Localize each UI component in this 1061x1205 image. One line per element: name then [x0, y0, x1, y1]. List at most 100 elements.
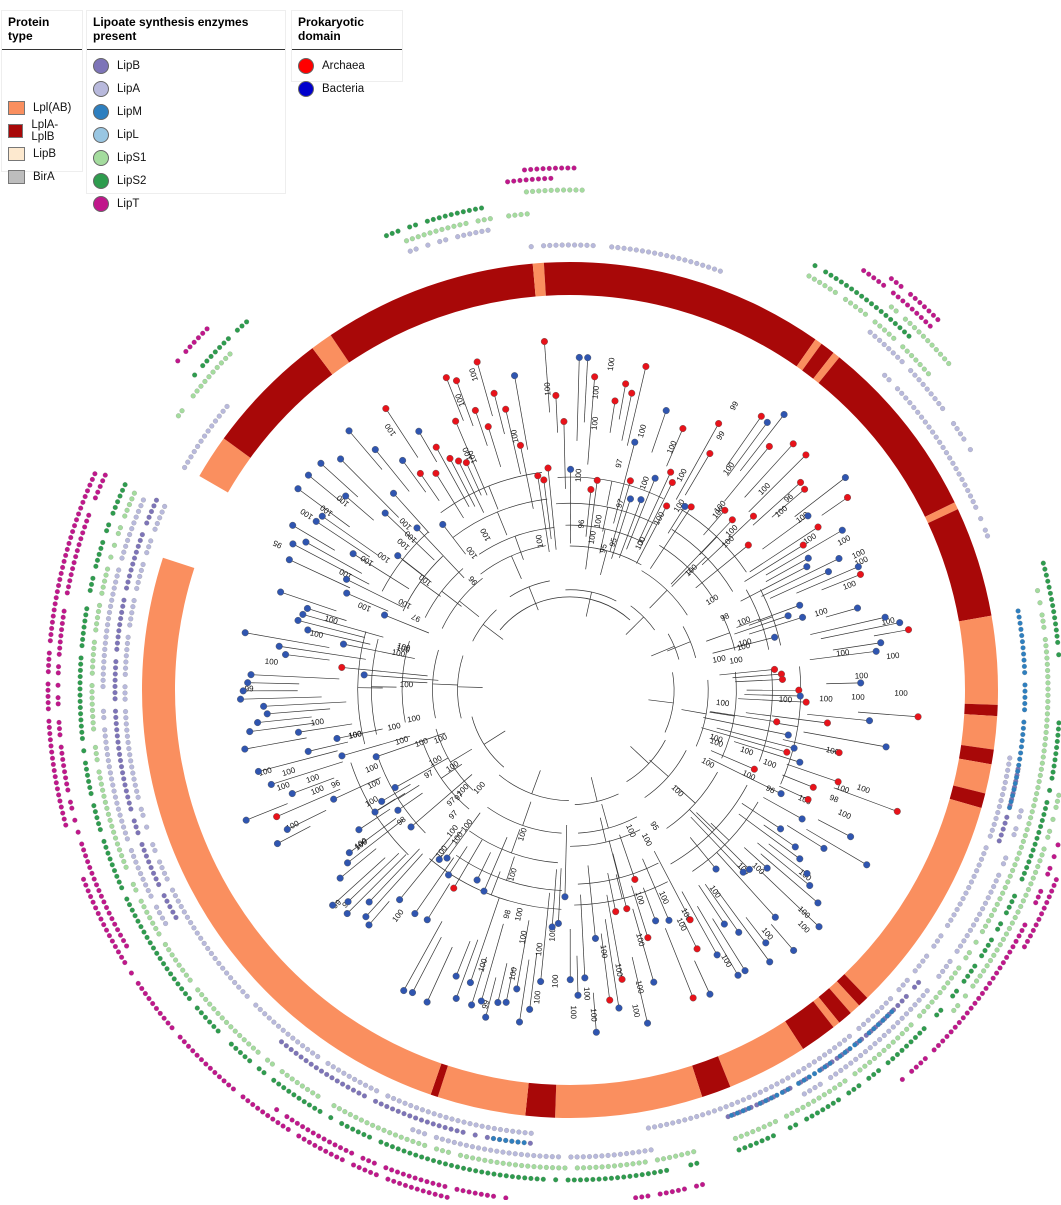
tip-marker: [779, 676, 786, 683]
branch: [665, 928, 693, 998]
enzyme-dot: [961, 437, 966, 442]
enzyme-dot: [162, 1016, 167, 1021]
enzyme-dot: [1022, 944, 1027, 949]
enzyme-dot: [118, 933, 123, 938]
enzyme-dot: [431, 1158, 436, 1163]
enzyme-dot: [402, 1149, 407, 1154]
enzyme-dot: [396, 1109, 401, 1114]
enzyme-dot: [443, 1125, 448, 1130]
enzyme-dot: [140, 532, 145, 537]
enzyme-dot: [636, 1149, 641, 1154]
enzyme-dot: [765, 1136, 770, 1141]
tip-marker: [567, 466, 574, 473]
enzyme-dot: [691, 1149, 696, 1154]
enzyme-dot: [991, 884, 996, 889]
enzyme-dot: [923, 420, 928, 425]
tip-marker: [290, 541, 297, 548]
enzyme-dot: [745, 1132, 750, 1137]
tip-marker: [478, 998, 485, 1005]
enzyme-dot: [192, 925, 197, 930]
enzyme-dot: [593, 1154, 598, 1159]
enzyme-dot: [832, 1045, 837, 1050]
enzyme-dot: [203, 997, 208, 1002]
enzyme-dot: [938, 934, 943, 939]
bootstrap-label: 100: [569, 1006, 578, 1020]
enzyme-dot: [907, 400, 912, 405]
enzyme-dot: [1036, 785, 1041, 790]
branch: [404, 921, 442, 990]
tip-marker: [567, 976, 574, 983]
tip-marker: [417, 470, 424, 477]
enzyme-dot: [108, 555, 113, 560]
enzyme-dot: [1043, 637, 1048, 642]
enzyme-dot: [449, 1127, 454, 1132]
enzyme-dot: [1016, 910, 1021, 915]
enzyme-dot: [91, 652, 96, 657]
tip-marker: [356, 826, 363, 833]
enzyme-dot: [113, 690, 118, 695]
enzyme-dot: [329, 1152, 334, 1157]
enzyme-dot: [157, 515, 162, 520]
branch: [782, 775, 813, 787]
tip-marker: [784, 749, 791, 756]
enzyme-dot: [965, 974, 970, 979]
enzyme-dot: [992, 907, 997, 912]
enzyme-dot: [251, 1046, 256, 1051]
tip-marker: [381, 612, 388, 619]
branch: [610, 401, 615, 433]
enzyme-dot: [1015, 769, 1020, 774]
enzyme-dot: [863, 1049, 868, 1054]
enzyme-dot: [136, 580, 141, 585]
tip-marker: [806, 882, 813, 889]
enzyme-dot: [121, 938, 126, 943]
enzyme-dot: [82, 619, 87, 624]
enzyme-dot: [837, 1042, 842, 1047]
enzyme-dot: [489, 1159, 494, 1164]
enzyme-dot: [1042, 906, 1047, 911]
enzyme-dot: [163, 921, 168, 926]
enzyme-dot: [528, 1141, 533, 1146]
enzyme-dot: [337, 1106, 342, 1111]
enzyme-dot: [945, 981, 950, 986]
branch: [719, 669, 774, 675]
tip-marker: [877, 639, 884, 646]
enzyme-dot: [1033, 797, 1038, 802]
enzyme-dot: [482, 1147, 487, 1152]
enzyme-dot: [793, 1123, 798, 1128]
enzyme-dot: [331, 1064, 336, 1069]
enzyme-dot: [965, 488, 970, 493]
enzyme-dot: [106, 812, 111, 817]
enzyme-dot: [65, 590, 70, 595]
enzyme-dot: [190, 1048, 195, 1053]
tip-marker: [857, 571, 864, 578]
enzyme-dot: [682, 1187, 687, 1192]
enzyme-dot: [91, 803, 96, 808]
enzyme-dot: [455, 1165, 460, 1170]
enzyme-dot: [506, 214, 511, 219]
enzyme-dot: [390, 1107, 395, 1112]
enzyme-dot: [961, 1015, 966, 1020]
enzyme-dot: [78, 668, 83, 673]
enzyme-dot: [921, 1009, 926, 1014]
enzyme-dot: [843, 1050, 848, 1055]
enzyme-dot: [963, 483, 968, 488]
enzyme-dot: [56, 695, 61, 700]
enzyme-dot: [876, 279, 881, 284]
enzyme-dot: [122, 960, 127, 965]
enzyme-dot: [102, 647, 107, 652]
branch: [586, 592, 591, 616]
enzyme-dot: [913, 1035, 918, 1040]
enzyme-dot: [729, 1102, 734, 1107]
bootstrap-label: 100: [851, 692, 865, 701]
branch: [810, 617, 885, 634]
enzyme-dot: [523, 1130, 528, 1135]
enzyme-dot: [1044, 573, 1049, 578]
enzyme-dot: [110, 916, 115, 921]
tip-marker: [773, 719, 780, 726]
enzyme-dot: [458, 1153, 463, 1158]
enzyme-dot: [124, 789, 129, 794]
bootstrap-label: 100: [464, 544, 479, 561]
enzyme-dot: [410, 1127, 415, 1132]
enzyme-dot: [215, 365, 220, 370]
enzyme-dot: [1022, 658, 1027, 663]
